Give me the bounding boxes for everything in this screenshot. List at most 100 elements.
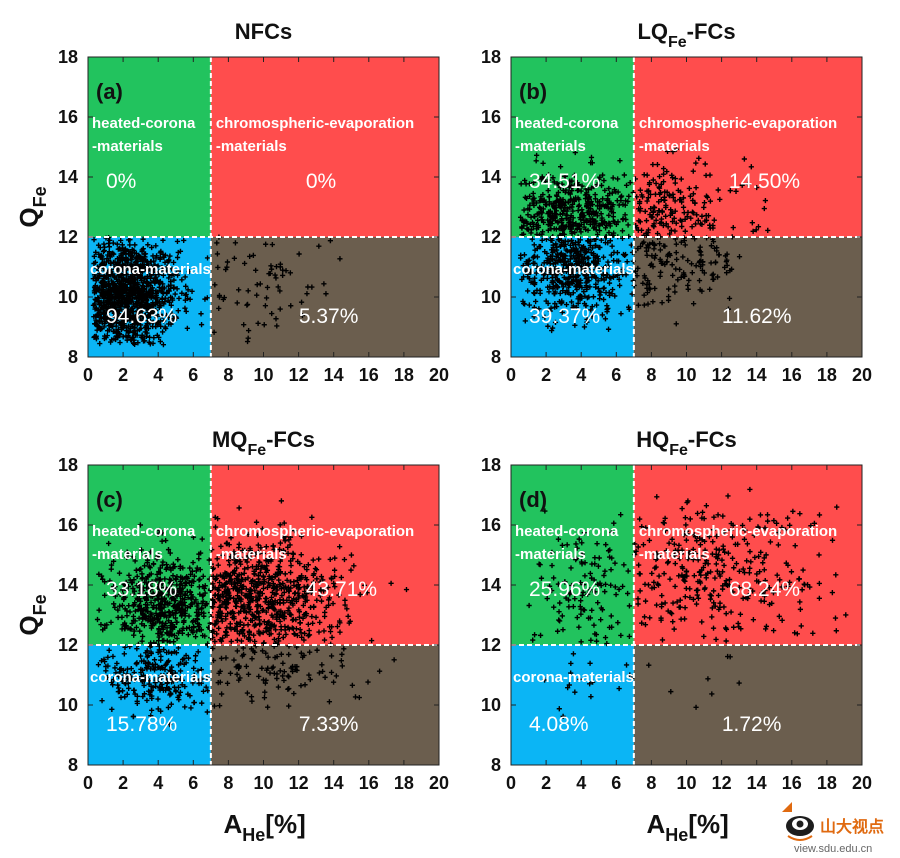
data-point — [550, 242, 556, 248]
data-point — [125, 292, 131, 298]
data-point — [584, 316, 590, 323]
data-point — [575, 268, 582, 274]
data-point — [577, 214, 583, 221]
data-point — [175, 268, 181, 274]
chart-panel-4: 0 2 4 6 8 10 12 14 16 18 2081012141618HQFe-FCs(d)h… — [481, 427, 872, 845]
region-label-chromospheric-materials: -materials — [216, 546, 287, 563]
x-tick-label: 16 — [782, 365, 802, 385]
region-percent-upper-left: 25.96% — [529, 578, 600, 601]
data-point — [552, 319, 559, 325]
data-point — [111, 319, 117, 325]
data-point — [204, 255, 211, 261]
data-point — [114, 256, 121, 262]
data-point — [147, 320, 153, 326]
data-point — [182, 305, 188, 311]
data-point — [531, 195, 537, 201]
data-point — [534, 211, 540, 217]
data-point — [118, 283, 124, 290]
data-point — [108, 339, 114, 345]
data-point — [613, 189, 619, 195]
chart-panel-2: 0 2 4 6 8 10 12 14 16 18 2081012141618LQFe-FCs(b)h… — [481, 19, 872, 385]
x-tick-label: 12 — [712, 773, 732, 793]
data-point — [625, 198, 631, 205]
data-point — [96, 286, 102, 292]
sdu-eye-logo-icon — [782, 802, 814, 841]
data-point — [113, 333, 120, 339]
data-point — [148, 295, 154, 301]
data-point — [155, 263, 161, 269]
data-point — [625, 222, 631, 228]
data-point — [609, 286, 616, 293]
data-point — [175, 308, 181, 314]
data-point — [593, 227, 599, 233]
data-point — [551, 226, 557, 232]
region-upper-right — [210, 57, 439, 237]
data-point — [574, 261, 580, 267]
data-point — [337, 256, 343, 262]
data-point — [110, 240, 116, 246]
data-point — [254, 292, 260, 298]
data-point — [532, 260, 538, 266]
data-point — [116, 330, 123, 337]
x-tick-label: 8 — [646, 365, 656, 385]
data-point — [607, 238, 613, 244]
region-label-heated-corona-materials: -materials — [92, 546, 163, 563]
data-point — [617, 158, 623, 164]
data-point — [220, 296, 226, 303]
data-point — [121, 322, 128, 328]
data-point — [599, 217, 605, 223]
data-point — [123, 318, 129, 324]
y-tick-label: 12 — [481, 227, 501, 247]
x-tick-label: 20 — [429, 365, 449, 385]
region-label-heated-corona-materials: -materials — [515, 138, 586, 155]
data-point — [551, 291, 557, 297]
y-tick-label: 18 — [481, 455, 501, 475]
x-tick-label: 4 — [153, 773, 163, 793]
data-point — [100, 248, 107, 255]
data-point — [134, 275, 141, 281]
data-point — [117, 314, 124, 321]
data-point — [520, 262, 526, 269]
data-point — [165, 259, 171, 265]
data-point — [603, 290, 609, 296]
data-point — [257, 281, 263, 287]
data-point — [552, 301, 558, 307]
data-point — [134, 254, 140, 260]
data-point — [103, 304, 109, 310]
data-point — [614, 273, 620, 279]
data-point — [254, 282, 260, 288]
data-point — [557, 290, 563, 297]
data-point — [574, 226, 580, 232]
y-tick-label: 8 — [491, 347, 501, 367]
x-tick-label: 14 — [747, 773, 767, 793]
data-point — [523, 195, 530, 202]
data-point — [593, 284, 599, 290]
data-point — [164, 290, 170, 297]
region-label-chromospheric-materials: -materials — [216, 138, 287, 155]
data-point — [150, 319, 156, 325]
data-point — [104, 290, 110, 296]
data-point — [618, 193, 625, 199]
data-point — [564, 212, 570, 219]
data-point — [588, 307, 594, 313]
data-point — [545, 172, 552, 178]
data-point — [589, 216, 595, 222]
data-point — [118, 265, 125, 271]
y-tick-label: 16 — [481, 515, 501, 535]
data-point — [169, 311, 175, 317]
data-point — [148, 286, 154, 292]
scatter-points — [90, 234, 343, 348]
data-point — [241, 322, 247, 328]
data-point — [560, 197, 566, 203]
region-percent-lower-right: 11.62% — [722, 305, 792, 328]
data-point — [160, 251, 166, 258]
data-point — [535, 224, 542, 231]
data-point — [168, 302, 174, 308]
data-point — [102, 292, 109, 298]
data-point — [615, 176, 621, 182]
data-point — [134, 321, 140, 327]
data-point — [590, 221, 596, 227]
data-point — [139, 283, 146, 289]
data-point — [610, 175, 616, 181]
data-point — [152, 313, 158, 319]
